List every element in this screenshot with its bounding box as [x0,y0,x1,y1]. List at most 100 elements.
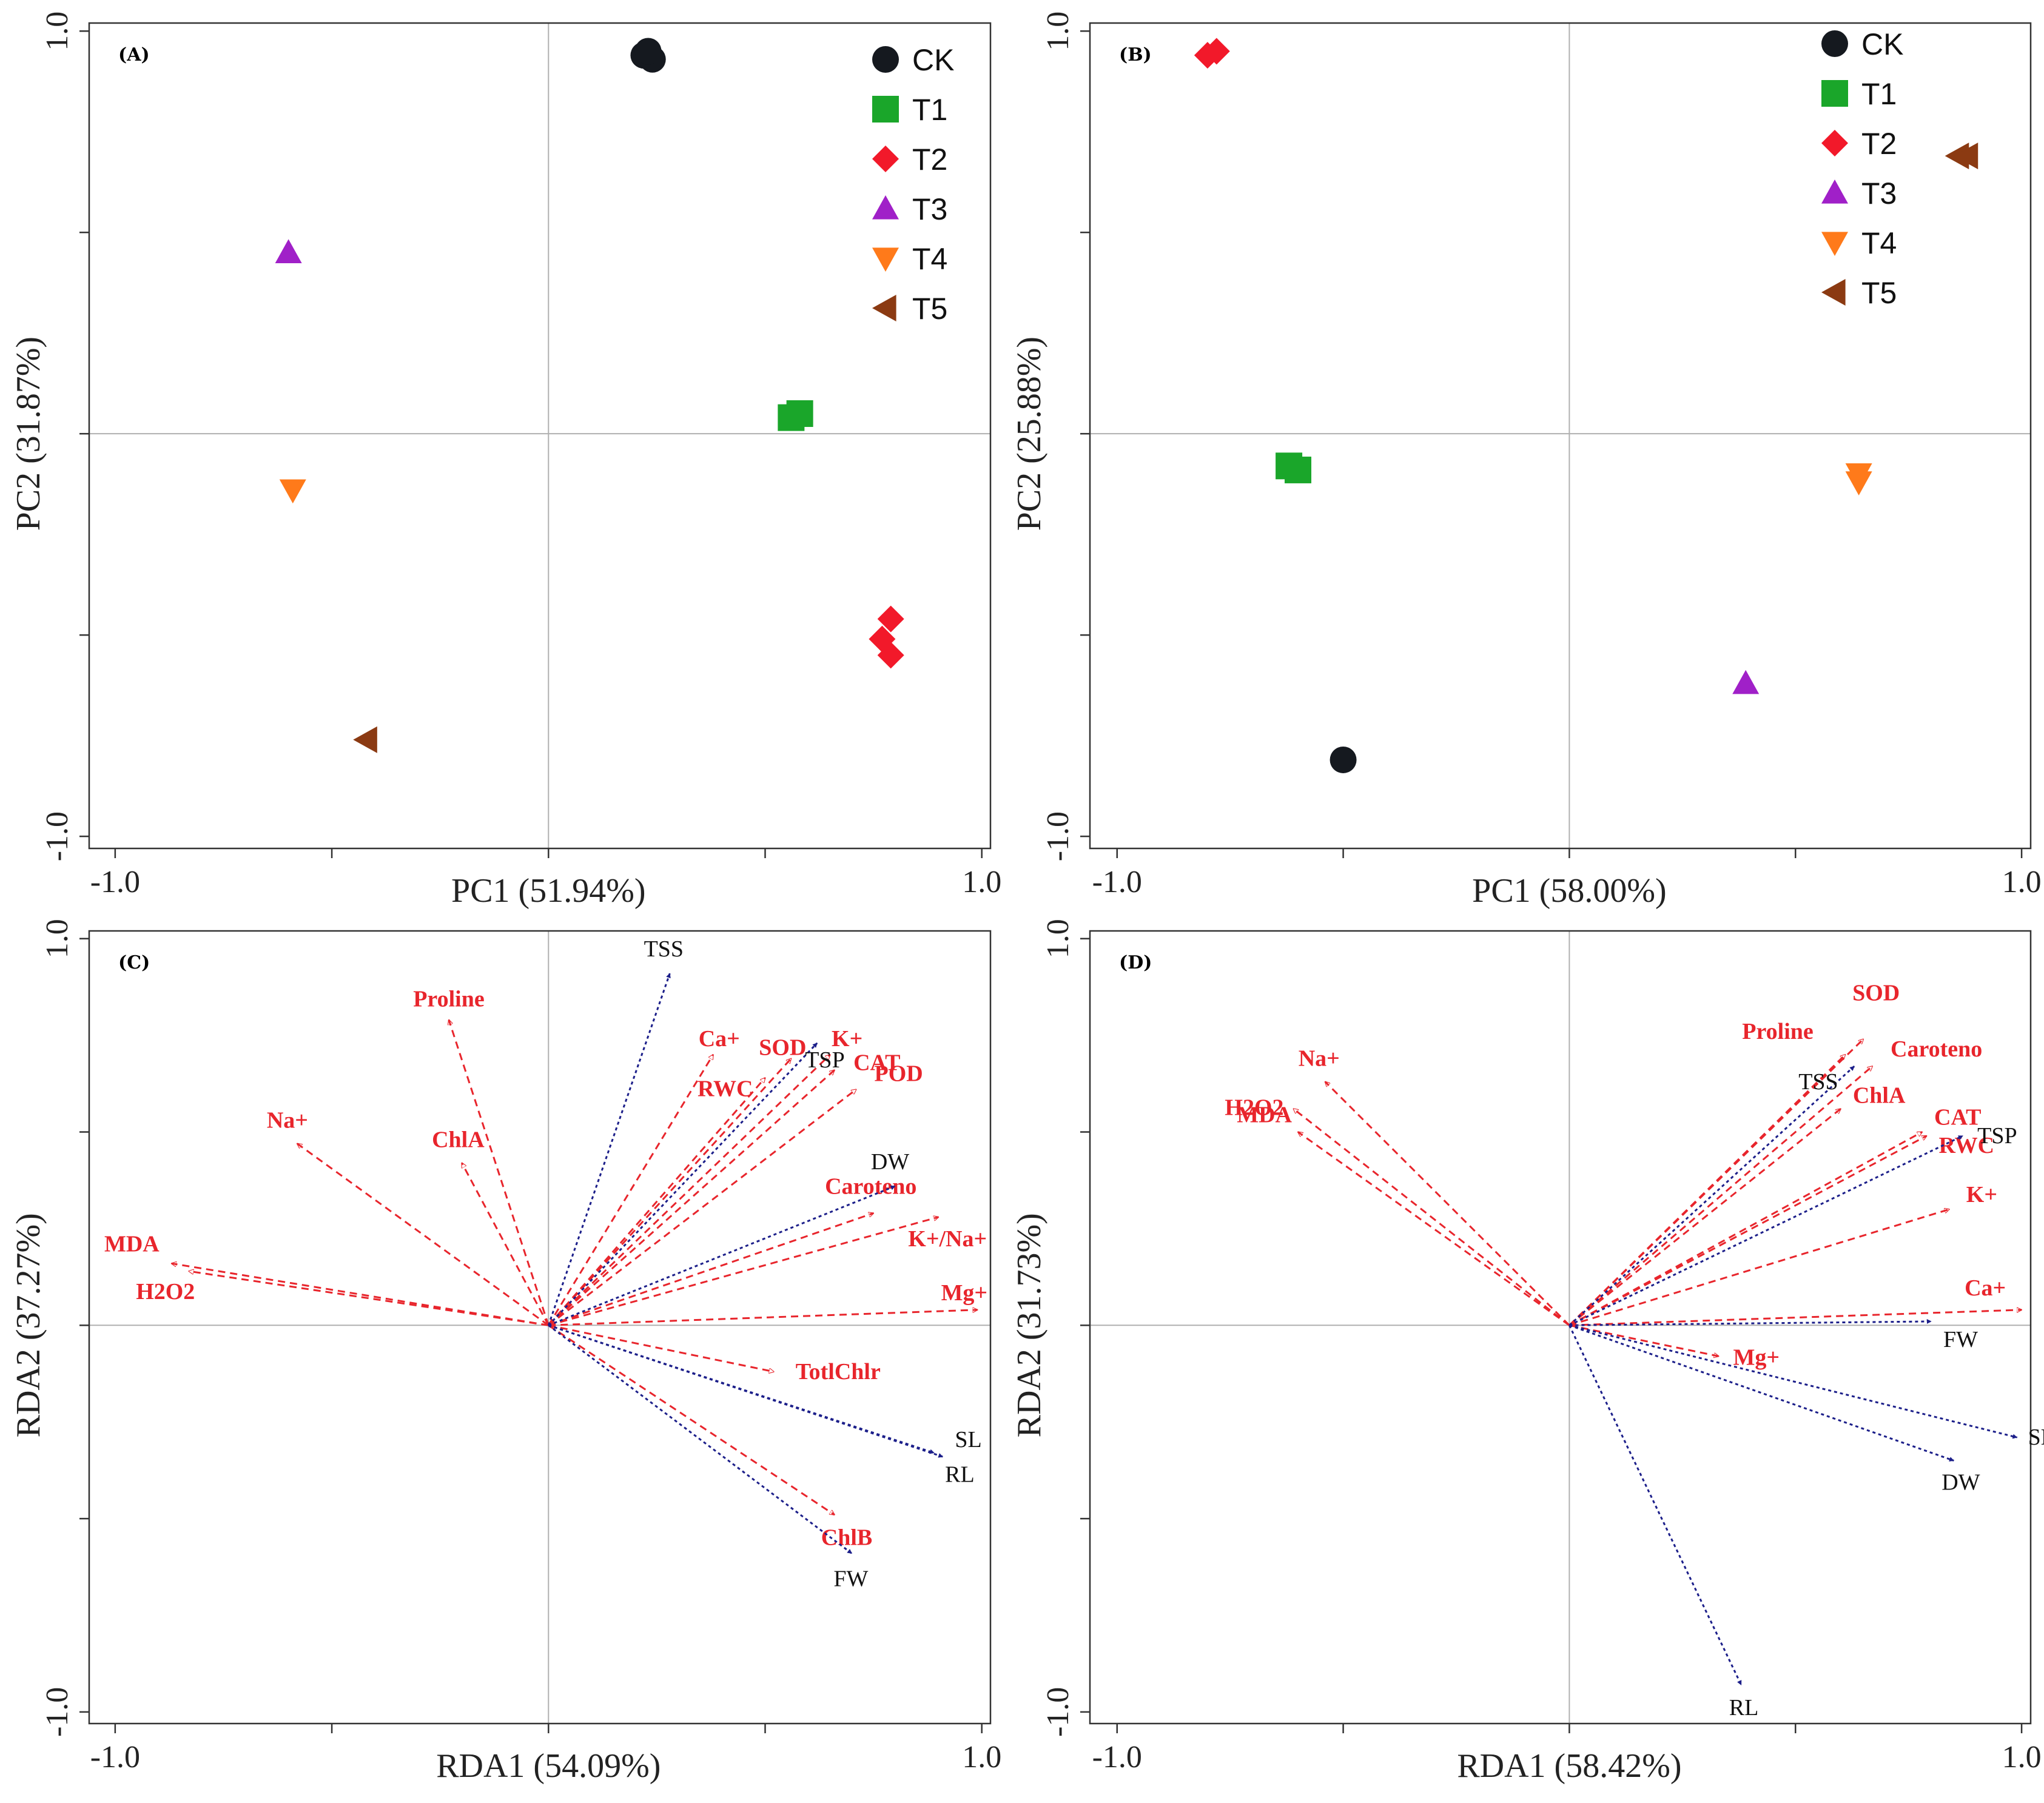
panel-b-panel-tag: (B) [1119,44,1152,65]
panel-d-vector-proline [1568,1055,1845,1326]
panel-c-vector-label-mda: MDA [104,1231,160,1257]
panel-d-vector-label-tss: TSS [1798,1069,1838,1095]
panel-d-y-tick-label: 1.0 [1041,919,1075,958]
panel-c-vector-label-sl: SL [955,1427,981,1452]
panel-c-vector-kplus-naplus [548,1217,938,1326]
panel-d-vector-label-proline: Proline [1742,1019,1814,1044]
panel-a-plot-frame [88,22,992,850]
panel-d-vector-h2o2 [1294,1109,1570,1326]
panel-b-legend-label-t4: T4 [1861,226,1897,260]
panel-d-vector-sod [1568,1039,1863,1326]
panel-a-panel-tag: (A) [118,44,150,65]
panel-b-point-ck [1330,746,1357,773]
panel-c-vector-cat [548,1070,835,1326]
panel-d-vector-label-caplus: Ca+ [1965,1275,2006,1301]
panel-c-vector-label-fw: FW [833,1566,868,1591]
panel-a-legend-marker-t5 [872,295,896,321]
panel-d-vector-label-mgplus: Mg+ [1733,1345,1780,1370]
panel-b-legend-marker-t3 [1821,180,1848,204]
panel-b-x-tick-label: 1.0 [2002,865,2042,899]
panel-d-vector-label-naplus: Na+ [1299,1046,1340,1072]
panel-a-x-axis-title: PC1 (51.94%) [451,872,645,910]
panel-d-vector-rwc [1568,1135,1926,1326]
panel-d-y-tick-label: -1.0 [1041,1687,1075,1737]
panel-c-x-tick-label: -1.0 [90,1740,140,1774]
panel-b-legend-marker-ck [1821,30,1848,57]
panel-c-vector-mda [172,1263,549,1326]
panel-d-x-tick-label: 1.0 [2002,1740,2042,1774]
panel-d-vector-label-cat: CAT [1934,1105,1981,1130]
panel-a-point-t4 [279,479,306,504]
panel-a-x-tick-label: -1.0 [90,865,140,899]
panel-b-legend-marker-t1 [1821,80,1848,107]
panel-c-vector-chlb [548,1325,835,1516]
panel-c-panel-tag: (C) [118,952,150,973]
panel-b-legend-marker-t5 [1821,279,1846,306]
panel-c-vector-h2o2 [189,1271,549,1326]
panel-d-vector-tss [1568,1066,1855,1326]
panel-b-point-t2 [1203,38,1230,65]
panel-b-x-axis-title: PC1 (58.00%) [1472,872,1666,910]
panel-b-y-tick-label: -1.0 [1041,811,1075,861]
panel-d-vector-cat [1568,1131,1922,1326]
panel-a-legend-marker-t4 [872,247,899,272]
panel-c-vector-dw [548,1185,896,1326]
panel-c-vector-tsp [548,1042,818,1326]
panel-a-y-tick-label: 1.0 [40,12,75,51]
panel-d-vector-label-tsp: TSP [1977,1123,2017,1149]
panel-a-legend-label-t2: T2 [912,143,947,176]
panel-c-vector-caroteno [548,1213,873,1326]
panel-a-x-tick-label: 1.0 [962,865,1001,899]
panel-d-vector-mda [1298,1132,1570,1326]
panel-d-vector-label-sod: SOD [1852,981,1900,1006]
panel-c-vector-kplus [548,1055,830,1326]
panel-c-vector-label-h2o2: H2O2 [136,1279,195,1304]
panel-c-vector-fw [548,1325,853,1554]
panel-b-point-t1 [1285,456,1312,483]
panel-d-vector-sl [1569,1324,2018,1439]
panel-c-vector-mgplus [548,1310,977,1326]
panel-d-vector-label-rwc: RWC [1938,1133,1994,1158]
panel-d-vector-kplus [1568,1209,1949,1326]
panel-a-point-t5 [353,726,377,753]
panel-a-legend-label-ck: CK [912,43,954,77]
panel-b-legend-label-t2: T2 [1861,127,1897,161]
panel-d-vector-label-caroteno: Caroteno [1891,1036,1982,1062]
panel-c-vector-sod [548,1058,791,1326]
panel-c-vector-chla [461,1163,550,1326]
panel-a-point-t2 [877,642,904,669]
panel-d-y-axis-title: RDA2 (31.73%) [1010,1213,1048,1437]
panel-d-vector-label-chla: ChlA [1853,1083,1906,1108]
panel-c-vector-rwc [548,1078,765,1326]
panel-c-vector-label-tss: TSS [644,936,684,962]
panel-d-vector-tsp [1568,1135,1963,1326]
panel-c-x-tick-label: 1.0 [962,1740,1001,1774]
panel-c-y-tick-label: 1.0 [40,919,75,958]
panel-c-x-axis-title: RDA1 (54.09%) [436,1747,661,1785]
panel-b-x-tick-label: -1.0 [1092,865,1142,899]
panel-d-vector-rl [1568,1325,1743,1685]
panel-a-legend-label-t3: T3 [912,192,947,226]
panel-c-y-tick-label: -1.0 [40,1687,75,1737]
panel-c-vector-caplus [548,1055,714,1326]
panel-d-vector-label-mda: MDA [1237,1103,1292,1128]
panel-d-x-axis-title: RDA1 (58.42%) [1457,1747,1681,1785]
panel-d-vector-dw [1568,1324,1954,1462]
panel-d-vector-caroteno [1568,1066,1872,1326]
panel-c-vector-label-proline: Proline [413,987,485,1012]
panel-d-vector-naplus [1325,1082,1570,1326]
panel-c-vector-label-mgplus: Mg+ [941,1280,988,1306]
panel-c-vector-label-totlchlr: TotlChlr [796,1359,881,1385]
panel-d-vector-mgplus [1569,1324,1718,1356]
panel-c-vector-label-cat: CAT [853,1050,900,1076]
panel-a-legend-marker-ck [872,46,899,73]
panel-d-vector-label-dw: DW [1941,1469,1980,1495]
panel-c-plot-frame [88,930,992,1725]
panel-d-vector-label-h2o2: H2O2 [1225,1095,1283,1120]
panel-a-point-t3 [275,239,302,264]
panel-b-pca-plot: -1.0 1.0 1.0 -1.0 PC1 (58.00%) PC2 (25.88%) (B… [1010,12,2042,910]
panel-c-vector-label-chlb: ChlB [821,1525,872,1551]
panel-a-legend-marker-t2 [872,146,899,172]
panel-c-vector-label-chla: ChlA [432,1127,485,1153]
